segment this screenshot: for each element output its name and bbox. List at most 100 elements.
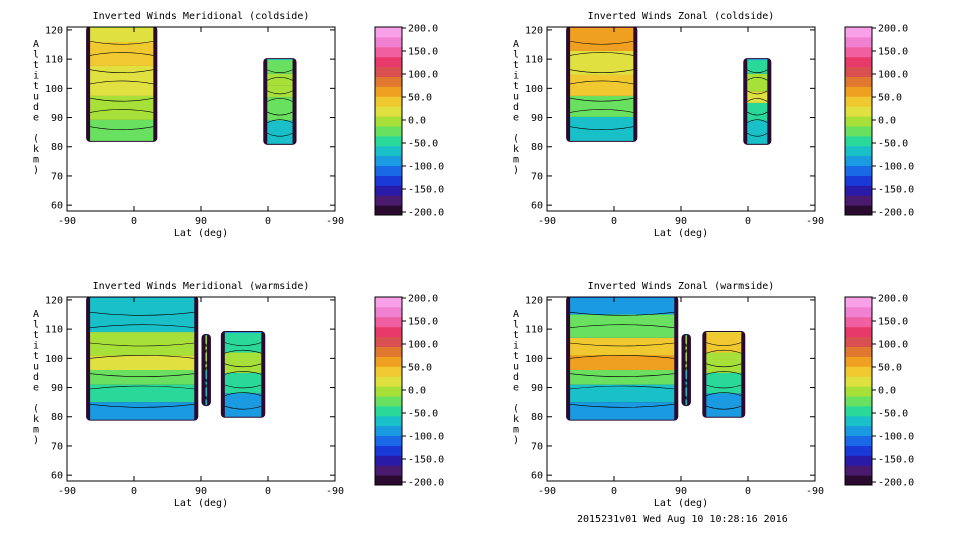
colorbar-label: -200.0	[408, 208, 444, 219]
contour-level	[267, 120, 293, 144]
colorbar-swatch	[375, 435, 402, 446]
colorbar-swatch	[845, 366, 872, 377]
colorbar-swatch	[845, 185, 872, 196]
colorbar-swatch	[845, 145, 872, 157]
colorbar-swatch	[375, 56, 402, 68]
contour-line	[90, 40, 154, 45]
x-axis-label: Lat (deg)	[174, 498, 228, 509]
y-tick-label: 80	[531, 142, 543, 153]
x-tick-label: 0	[611, 486, 617, 497]
contour-level	[747, 91, 768, 103]
contour-line	[747, 132, 768, 137]
x-tick-label: 0	[745, 216, 751, 227]
colorbar-swatch	[845, 76, 872, 87]
colorbar-label: 0.0	[878, 386, 896, 397]
contour-level	[570, 27, 634, 51]
contour-line	[205, 396, 208, 400]
contour-line	[570, 404, 675, 408]
x-tick-label: -90	[806, 216, 824, 227]
colorbar-swatch	[375, 46, 402, 58]
colorbar-label: 50.0	[408, 363, 432, 374]
contour-line	[706, 371, 742, 375]
colorbar-label: -50.0	[878, 139, 908, 150]
y-tick-label: 100	[525, 354, 543, 365]
contour-level	[570, 384, 675, 403]
contour-line	[224, 392, 262, 396]
colorbar-swatch	[845, 415, 872, 427]
contour-level	[90, 332, 195, 356]
panel-title: Inverted Winds Zonal (coldside)	[588, 11, 775, 22]
colorbar-swatch	[375, 175, 402, 186]
colorbar-swatch	[845, 306, 872, 318]
contour-level	[706, 352, 742, 373]
contour-level	[90, 27, 154, 42]
contour-level	[90, 370, 195, 385]
y-tick-label: 110	[45, 325, 63, 336]
colorbar-swatch	[375, 86, 402, 97]
colorbar-swatch	[375, 465, 402, 476]
contour-line	[90, 342, 195, 347]
plot-area	[566, 27, 772, 145]
panel-title: Inverted Winds Meridional (coldside)	[93, 11, 310, 22]
colorbar-swatch	[375, 386, 402, 397]
colorbar-swatch	[845, 425, 872, 437]
contour-line	[224, 363, 262, 368]
plot-area	[86, 297, 266, 421]
contour-line	[685, 378, 688, 383]
contour-line	[570, 355, 675, 359]
panel-2: Inverted Winds Zonal (coldside) 60 70 80 90 1…	[513, 11, 914, 239]
colorbar-swatch	[375, 155, 402, 167]
contour-line	[570, 324, 675, 328]
colorbar-frame	[374, 296, 403, 486]
contour-level	[205, 334, 207, 371]
contour-level	[747, 102, 768, 121]
contour-line	[224, 405, 262, 410]
contour-line	[205, 378, 208, 383]
y-tick-label: 60	[51, 201, 63, 212]
colorbar-swatch	[375, 316, 402, 328]
colorbar-swatch	[845, 465, 872, 476]
contour-line	[685, 343, 688, 348]
contour-line	[570, 69, 634, 74]
colorbar-label: -200.0	[878, 208, 914, 219]
x-tick-label: 90	[675, 216, 687, 227]
y-tick-label: 110	[45, 55, 63, 66]
colorbar-label: 150.0	[878, 47, 908, 58]
colorbar-swatch	[845, 36, 872, 48]
contour-line	[570, 373, 675, 377]
contour-line	[90, 355, 195, 359]
plot-area	[86, 27, 297, 145]
contour-level	[685, 370, 687, 406]
contour-line	[267, 132, 293, 137]
contour-level	[706, 332, 742, 353]
x-tick-label: 90	[195, 486, 207, 497]
panel-4: Inverted Winds Zonal (warmside) 60 70 80 90 1…	[513, 281, 914, 509]
colorbar-label: -50.0	[408, 409, 438, 420]
colorbar-label: 200.0	[878, 294, 908, 305]
colorbar-swatch	[845, 165, 872, 176]
y-tick-label: 100	[45, 84, 63, 95]
contour-level	[224, 393, 262, 417]
contour-line	[706, 342, 742, 346]
y-tick-label: 110	[525, 55, 543, 66]
colorbar: 200.0 150.0 100.0 50.0 0.0 -50.0 -100.0 -150.0 -…	[374, 294, 444, 489]
colorbar-swatch	[845, 316, 872, 328]
colorbar-label: 50.0	[408, 93, 432, 104]
contour-line	[747, 69, 768, 74]
contour-line	[205, 361, 208, 365]
contour-line	[90, 97, 154, 102]
colorbar-label: 50.0	[878, 363, 902, 374]
contour-line	[706, 405, 742, 410]
colorbar-swatch	[845, 336, 872, 347]
colorbar-swatch	[845, 326, 872, 338]
contour-level	[570, 402, 675, 420]
colorbar-swatch	[375, 106, 402, 117]
colorbar-label: 200.0	[408, 294, 438, 305]
x-axis-label: Lat (deg)	[174, 228, 228, 239]
contour-level	[90, 297, 195, 333]
contour-line	[706, 392, 742, 396]
